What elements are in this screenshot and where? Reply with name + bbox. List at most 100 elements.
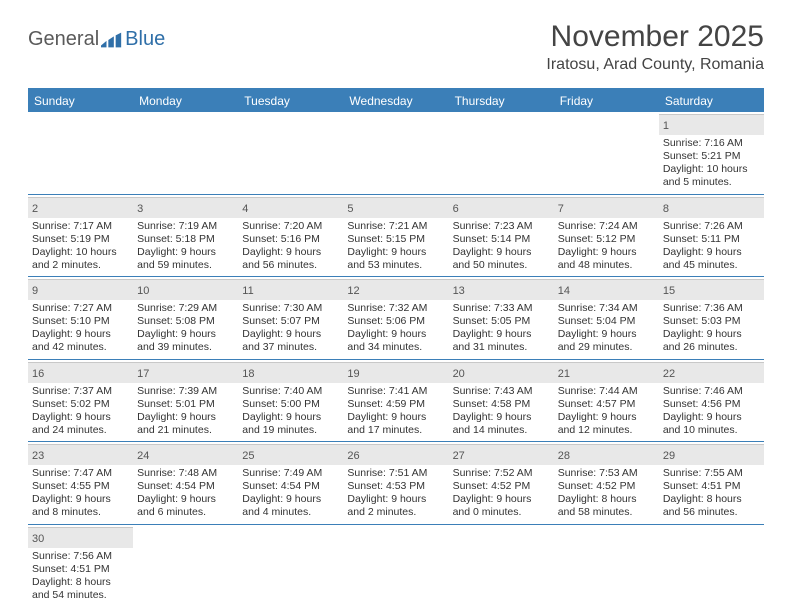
sunset-text: Sunset: 5:21 PM xyxy=(663,150,760,163)
sunset-text: Sunset: 5:16 PM xyxy=(242,233,339,246)
sunrise-text: Sunrise: 7:47 AM xyxy=(32,467,129,480)
daylight-text: Daylight: 9 hours xyxy=(32,493,129,506)
daynum-row: 6 xyxy=(449,197,554,218)
daylight-text: and 48 minutes. xyxy=(558,259,655,272)
day-cell xyxy=(554,525,659,607)
daynum-row: 7 xyxy=(554,197,659,218)
day-number: 3 xyxy=(137,203,143,215)
daynum-row: 19 xyxy=(343,362,448,383)
sunset-text: Sunset: 4:51 PM xyxy=(32,563,129,576)
daylight-text: and 54 minutes. xyxy=(32,589,129,602)
day-header: Monday xyxy=(133,90,238,112)
sunset-text: Sunset: 5:10 PM xyxy=(32,315,129,328)
daylight-text: Daylight: 9 hours xyxy=(453,411,550,424)
sunrise-text: Sunrise: 7:44 AM xyxy=(558,385,655,398)
sunset-text: Sunset: 4:53 PM xyxy=(347,480,444,493)
sunrise-text: Sunrise: 7:40 AM xyxy=(242,385,339,398)
sunrise-text: Sunrise: 7:39 AM xyxy=(137,385,234,398)
sunrise-text: Sunrise: 7:27 AM xyxy=(32,302,129,315)
daylight-text: and 4 minutes. xyxy=(242,506,339,519)
day-cell: 21Sunrise: 7:44 AMSunset: 4:57 PMDayligh… xyxy=(554,360,659,442)
day-cell: 8Sunrise: 7:26 AMSunset: 5:11 PMDaylight… xyxy=(659,195,764,277)
sunset-text: Sunset: 4:52 PM xyxy=(558,480,655,493)
day-cell: 27Sunrise: 7:52 AMSunset: 4:52 PMDayligh… xyxy=(449,442,554,524)
sunset-text: Sunset: 4:57 PM xyxy=(558,398,655,411)
sunrise-text: Sunrise: 7:36 AM xyxy=(663,302,760,315)
day-cell xyxy=(133,525,238,607)
day-cell: 20Sunrise: 7:43 AMSunset: 4:58 PMDayligh… xyxy=(449,360,554,442)
day-cell xyxy=(238,525,343,607)
sunset-text: Sunset: 5:04 PM xyxy=(558,315,655,328)
day-header-row: Sunday Monday Tuesday Wednesday Thursday… xyxy=(28,90,764,112)
sunrise-text: Sunrise: 7:34 AM xyxy=(558,302,655,315)
title-block: November 2025 Iratosu, Arad County, Roma… xyxy=(546,20,764,74)
daylight-text: and 58 minutes. xyxy=(558,506,655,519)
sunrise-text: Sunrise: 7:56 AM xyxy=(32,550,129,563)
day-cell: 3Sunrise: 7:19 AMSunset: 5:18 PMDaylight… xyxy=(133,195,238,277)
daylight-text: and 2 minutes. xyxy=(32,259,129,272)
day-cell: 14Sunrise: 7:34 AMSunset: 5:04 PMDayligh… xyxy=(554,277,659,359)
weeks-container: 1Sunrise: 7:16 AMSunset: 5:21 PMDaylight… xyxy=(28,112,764,606)
daynum-row: 26 xyxy=(343,444,448,465)
day-header: Thursday xyxy=(449,90,554,112)
day-number: 16 xyxy=(32,368,44,380)
sunset-text: Sunset: 4:58 PM xyxy=(453,398,550,411)
day-cell: 11Sunrise: 7:30 AMSunset: 5:07 PMDayligh… xyxy=(238,277,343,359)
sunrise-text: Sunrise: 7:23 AM xyxy=(453,220,550,233)
sunset-text: Sunset: 5:01 PM xyxy=(137,398,234,411)
day-number: 17 xyxy=(137,368,149,380)
day-number: 25 xyxy=(242,450,254,462)
day-cell: 24Sunrise: 7:48 AMSunset: 4:54 PMDayligh… xyxy=(133,442,238,524)
sunset-text: Sunset: 5:07 PM xyxy=(242,315,339,328)
daylight-text: Daylight: 9 hours xyxy=(453,246,550,259)
sunset-text: Sunset: 4:54 PM xyxy=(242,480,339,493)
daylight-text: Daylight: 9 hours xyxy=(242,246,339,259)
daylight-text: and 2 minutes. xyxy=(347,506,444,519)
location: Iratosu, Arad County, Romania xyxy=(546,56,764,74)
day-cell: 28Sunrise: 7:53 AMSunset: 4:52 PMDayligh… xyxy=(554,442,659,524)
day-number: 27 xyxy=(453,450,465,462)
daylight-text: and 42 minutes. xyxy=(32,341,129,354)
day-number: 18 xyxy=(242,368,254,380)
daylight-text: Daylight: 10 hours xyxy=(32,246,129,259)
day-cell: 10Sunrise: 7:29 AMSunset: 5:08 PMDayligh… xyxy=(133,277,238,359)
daynum-row: 8 xyxy=(659,197,764,218)
daylight-text: Daylight: 9 hours xyxy=(453,493,550,506)
day-number: 14 xyxy=(558,285,570,297)
calendar: Sunday Monday Tuesday Wednesday Thursday… xyxy=(28,88,764,606)
day-number: 6 xyxy=(453,203,459,215)
week-row: 23Sunrise: 7:47 AMSunset: 4:55 PMDayligh… xyxy=(28,442,764,525)
day-number: 5 xyxy=(347,203,353,215)
sunrise-text: Sunrise: 7:46 AM xyxy=(663,385,760,398)
day-cell: 7Sunrise: 7:24 AMSunset: 5:12 PMDaylight… xyxy=(554,195,659,277)
day-cell: 18Sunrise: 7:40 AMSunset: 5:00 PMDayligh… xyxy=(238,360,343,442)
week-row: 9Sunrise: 7:27 AMSunset: 5:10 PMDaylight… xyxy=(28,277,764,360)
day-cell: 26Sunrise: 7:51 AMSunset: 4:53 PMDayligh… xyxy=(343,442,448,524)
daylight-text: Daylight: 9 hours xyxy=(663,411,760,424)
day-number: 20 xyxy=(453,368,465,380)
day-cell: 2Sunrise: 7:17 AMSunset: 5:19 PMDaylight… xyxy=(28,195,133,277)
daynum-row: 17 xyxy=(133,362,238,383)
daynum-row: 22 xyxy=(659,362,764,383)
daylight-text: and 53 minutes. xyxy=(347,259,444,272)
sunset-text: Sunset: 5:15 PM xyxy=(347,233,444,246)
day-number: 1 xyxy=(663,120,669,132)
daylight-text: and 24 minutes. xyxy=(32,424,129,437)
sunrise-text: Sunrise: 7:49 AM xyxy=(242,467,339,480)
daynum-row: 11 xyxy=(238,279,343,300)
day-number: 22 xyxy=(663,368,675,380)
sunrise-text: Sunrise: 7:17 AM xyxy=(32,220,129,233)
daylight-text: Daylight: 9 hours xyxy=(242,411,339,424)
sunrise-text: Sunrise: 7:52 AM xyxy=(453,467,550,480)
day-cell: 29Sunrise: 7:55 AMSunset: 4:51 PMDayligh… xyxy=(659,442,764,524)
daylight-text: Daylight: 9 hours xyxy=(242,493,339,506)
daylight-text: Daylight: 9 hours xyxy=(558,246,655,259)
day-header: Friday xyxy=(554,90,659,112)
sunrise-text: Sunrise: 7:29 AM xyxy=(137,302,234,315)
day-cell: 30Sunrise: 7:56 AMSunset: 4:51 PMDayligh… xyxy=(28,525,133,607)
sunset-text: Sunset: 4:56 PM xyxy=(663,398,760,411)
day-cell xyxy=(133,112,238,194)
day-cell xyxy=(449,112,554,194)
day-cell: 15Sunrise: 7:36 AMSunset: 5:03 PMDayligh… xyxy=(659,277,764,359)
sunrise-text: Sunrise: 7:21 AM xyxy=(347,220,444,233)
